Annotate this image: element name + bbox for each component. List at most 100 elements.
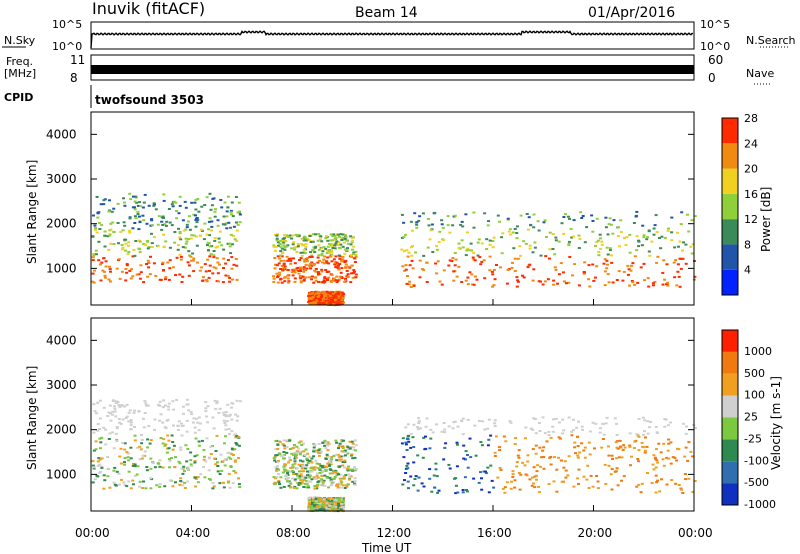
velocity-scatter-point xyxy=(102,487,106,490)
velocity-scatter-point xyxy=(205,415,209,418)
velocity-scatter-point xyxy=(343,459,347,462)
velocity-scatter-point xyxy=(324,506,328,509)
velocity-scatter-point xyxy=(231,402,235,405)
velocity-scatter-point xyxy=(232,454,235,456)
velocity-scatter-point xyxy=(115,470,119,473)
velocity-scatter-point xyxy=(651,463,655,466)
power-scatter-point xyxy=(522,240,526,243)
power-scatter-point xyxy=(305,267,309,270)
velocity-scatter-point xyxy=(326,441,330,444)
power-scatter-point xyxy=(300,238,304,241)
power-scatter-point xyxy=(329,302,333,304)
power-scatter-point xyxy=(473,259,477,262)
power-scatter-point xyxy=(501,232,505,235)
power-scatter-point xyxy=(632,222,636,224)
power-scatter-point xyxy=(145,263,148,265)
power-scatter-point xyxy=(208,245,212,248)
velocity-scatter-point xyxy=(295,445,299,448)
velocity-scatter-point xyxy=(659,451,663,454)
power-scatter-point xyxy=(320,299,324,302)
velocity-scatter-point xyxy=(341,505,345,508)
velocity-scatter-point xyxy=(307,499,311,502)
velocity-scatter-point xyxy=(409,446,413,449)
velocity-scatter-point xyxy=(131,479,135,482)
power-scatter-point xyxy=(92,253,96,255)
power-scatter-point xyxy=(162,199,166,202)
velocity-scatter-point xyxy=(611,458,614,460)
power-scatter-point xyxy=(622,270,626,273)
power-scatter-point xyxy=(272,245,276,248)
velocity-scatter-point xyxy=(299,473,303,476)
velocity-scatter-point xyxy=(542,446,546,449)
power-scatter-point xyxy=(531,279,535,282)
velocity-scatter-point xyxy=(298,481,302,484)
velocity-scatter-point xyxy=(662,464,666,467)
velocity-scatter-point xyxy=(222,411,226,414)
velocity-scatter-point xyxy=(299,475,303,478)
power-scatter-point xyxy=(179,238,183,241)
power-scatter-point xyxy=(511,261,514,264)
velocity-scatter-point xyxy=(281,471,285,474)
power-scatter-point xyxy=(337,246,341,249)
power-scatter-point xyxy=(97,211,101,214)
velocity-scatter-point xyxy=(407,440,411,443)
velocity-scatter-point xyxy=(138,485,142,488)
power-scatter-point xyxy=(343,234,347,236)
velocity-scatter-point xyxy=(503,491,507,494)
velocity-colorbar-tick-label: -100 xyxy=(744,454,769,467)
velocity-scatter-point xyxy=(143,450,147,453)
x-tick-label: 08:00 xyxy=(276,526,311,540)
velocity-scatter-point xyxy=(95,412,98,415)
velocity-scatter-point xyxy=(291,471,295,474)
velocity-scatter-point xyxy=(304,448,308,451)
power-scatter-point xyxy=(532,226,536,229)
power-scatter-point xyxy=(349,235,353,238)
power-scatter-point xyxy=(410,246,413,249)
velocity-scatter-point xyxy=(343,461,347,463)
velocity-scatter-point xyxy=(570,430,574,433)
power-scatter-point xyxy=(529,223,533,226)
power-scatter-point xyxy=(314,276,318,279)
x-tick-label: 20:00 xyxy=(578,526,613,540)
velocity-scatter-point xyxy=(429,437,433,440)
power-scatter-point xyxy=(437,240,441,243)
velocity-scatter-point xyxy=(228,452,231,455)
velocity-scatter-point xyxy=(466,454,469,456)
velocity-scatter-point xyxy=(193,476,197,479)
power-scatter-point xyxy=(103,245,107,248)
power-scatter-point xyxy=(197,210,201,213)
power-scatter-point xyxy=(422,254,426,257)
power-scatter-point xyxy=(314,290,318,293)
velocity-scatter-point xyxy=(294,454,298,457)
velocity-scatter-point xyxy=(128,409,132,412)
velocity-scatter-point xyxy=(142,426,146,429)
power-scatter-point xyxy=(312,246,316,249)
power-scatter-point xyxy=(179,258,183,261)
velocity-scatter-point xyxy=(580,425,584,428)
power-scatter-point xyxy=(135,273,139,276)
power-scatter-point xyxy=(234,258,238,260)
velocity-scatter-point xyxy=(633,440,637,443)
velocity-scatter-point xyxy=(222,419,226,422)
power-scatter-point xyxy=(147,246,151,248)
velocity-scatter-point xyxy=(413,478,417,480)
power-scatter-point xyxy=(164,240,168,243)
velocity-scatter-point xyxy=(93,478,97,481)
power-scatter-point xyxy=(289,262,293,265)
velocity-scatter-point xyxy=(339,455,343,458)
power-scatter-point xyxy=(182,229,186,232)
velocity-scatter-point xyxy=(573,446,577,449)
velocity-scatter-point xyxy=(461,489,465,491)
power-scatter-point xyxy=(310,278,314,281)
power-scatter-point xyxy=(477,238,481,241)
power-scatter-point xyxy=(170,203,174,206)
velocity-scatter-point xyxy=(234,413,238,416)
velocity-scatter-point xyxy=(494,435,498,438)
power-scatter-point xyxy=(175,256,179,259)
velocity-scatter-point xyxy=(319,464,323,467)
velocity-scatter-point xyxy=(327,486,331,489)
power-scatter-point xyxy=(343,280,347,283)
velocity-scatter-point xyxy=(622,444,626,447)
velocity-scatter-point xyxy=(417,417,421,420)
